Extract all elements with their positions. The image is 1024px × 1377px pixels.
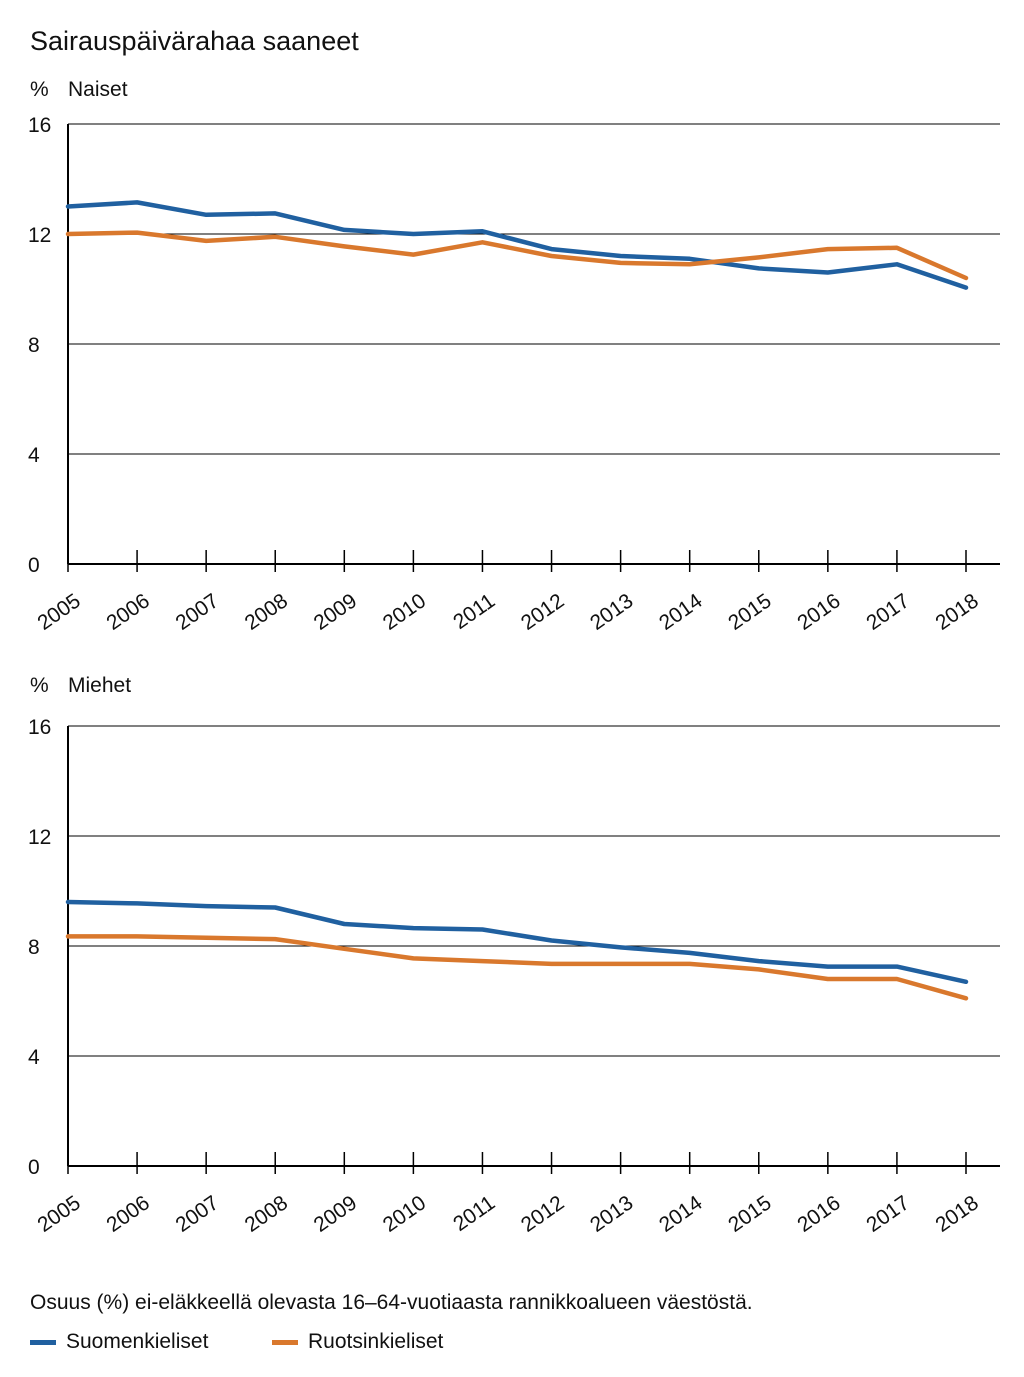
series-line-naiset-suomenkieliset <box>65 200 969 290</box>
y-tick-label-miehet-12: 12 <box>28 826 51 849</box>
x-tick-label-naiset-2015: 2015 <box>724 589 775 635</box>
x-tick-label-miehet-2014: 2014 <box>655 1191 707 1237</box>
bottom-unit-label: % <box>30 674 49 697</box>
x-tick-label-miehet-2010: 2010 <box>379 1191 430 1237</box>
x-tick-label-miehet-2006: 2006 <box>102 1191 153 1237</box>
x-tick-label-naiset-2009: 2009 <box>310 589 361 635</box>
x-tick-label-miehet-2015: 2015 <box>724 1191 775 1237</box>
x-tick-label-naiset-2008: 2008 <box>241 589 292 635</box>
x-tick-label-miehet-2016: 2016 <box>793 1191 844 1237</box>
x-tick-label-naiset-2013: 2013 <box>586 589 637 635</box>
y-tick-label-naiset-16: 16 <box>28 114 51 137</box>
x-tick-label-miehet-2005: 2005 <box>33 1191 84 1237</box>
series-line-naiset-ruotsinkieliset <box>65 230 969 281</box>
x-tick-label-miehet-2011: 2011 <box>449 1191 499 1236</box>
x-tick-label-naiset-2018: 2018 <box>931 589 982 635</box>
top-panel-title: Naiset <box>68 78 128 101</box>
x-tick-label-miehet-2009: 2009 <box>310 1191 361 1237</box>
x-tick-label-miehet-2017: 2017 <box>862 1191 913 1237</box>
x-tick-label-naiset-2017: 2017 <box>862 589 913 635</box>
x-tick-label-miehet-2008: 2008 <box>241 1191 292 1237</box>
y-tick-label-miehet-8: 8 <box>28 936 40 959</box>
y-tick-label-naiset-4: 4 <box>28 444 40 467</box>
y-tick-label-miehet-16: 16 <box>28 716 51 739</box>
legend-label-suomenkieliset: Suomenkieliset <box>66 1330 209 1353</box>
x-tick-label-naiset-2007: 2007 <box>172 589 223 635</box>
y-tick-label-naiset-8: 8 <box>28 334 40 357</box>
bottom-panel-title: Miehet <box>68 674 132 697</box>
footnote: Osuus (%) ei-eläkkeellä olevasta 16–64-v… <box>30 1291 753 1314</box>
y-tick-label-naiset-12: 12 <box>28 224 51 247</box>
x-tick-label-naiset-2010: 2010 <box>379 589 430 635</box>
y-tick-label-miehet-0: 0 <box>28 1156 40 1179</box>
series-line-miehet-ruotsinkieliset <box>65 934 969 1001</box>
x-tick-label-miehet-2013: 2013 <box>586 1191 637 1237</box>
legend-swatch-ruotsinkieliset <box>272 1339 298 1345</box>
chart-title: Sairauspäivärahaa saaneet <box>30 26 359 56</box>
x-tick-label-naiset-2016: 2016 <box>793 589 844 635</box>
x-tick-label-naiset-2012: 2012 <box>517 589 568 635</box>
legend-label-ruotsinkieliset: Ruotsinkieliset <box>308 1330 444 1353</box>
y-tick-label-naiset-0: 0 <box>28 554 40 577</box>
x-tick-label-naiset-2005: 2005 <box>33 589 84 635</box>
x-tick-label-miehet-2012: 2012 <box>517 1191 568 1237</box>
x-tick-label-naiset-2006: 2006 <box>102 589 153 635</box>
legend-item-suomenkieliset: Suomenkieliset <box>30 1328 208 1356</box>
x-tick-label-miehet-2018: 2018 <box>931 1191 982 1237</box>
series-line-miehet-suomenkieliset <box>65 899 969 985</box>
top-unit-label: % <box>30 78 49 101</box>
legend-item-ruotsinkieliset: Ruotsinkieliset <box>272 1328 443 1356</box>
x-tick-label-naiset-2011: 2011 <box>449 589 499 634</box>
legend-swatch-suomenkieliset <box>30 1339 56 1345</box>
y-tick-label-miehet-4: 4 <box>28 1046 40 1069</box>
x-tick-label-naiset-2014: 2014 <box>655 589 707 635</box>
x-tick-label-miehet-2007: 2007 <box>172 1191 223 1237</box>
